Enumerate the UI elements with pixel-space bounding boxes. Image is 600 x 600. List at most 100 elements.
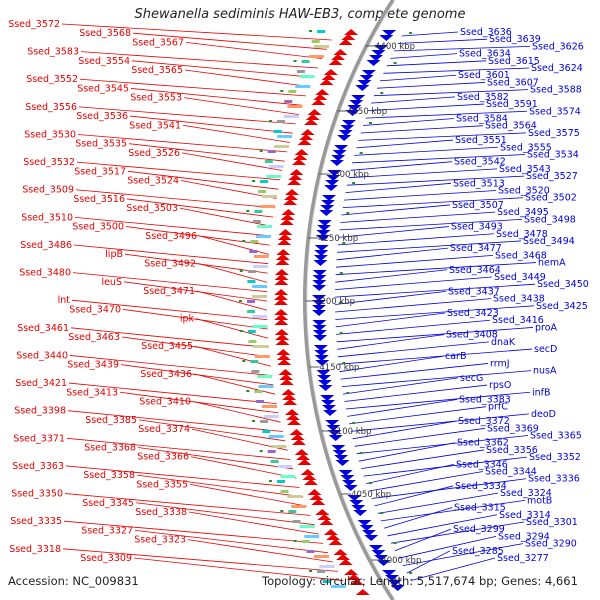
feature-block: [250, 240, 259, 243]
tick-mark: [293, 540, 297, 542]
left-gene-label: Ssed_3567: [132, 37, 184, 48]
left-gene-label: Ssed_3323: [134, 535, 186, 546]
right-connector: [374, 485, 454, 507]
forward-gene-mark: [379, 35, 394, 41]
right-connector: [341, 204, 451, 216]
left-gene-label: Ssed_3565: [131, 65, 183, 76]
reverse-gene-mark: [274, 319, 289, 325]
right-gene-label: Ssed_3362: [457, 438, 509, 449]
right-gene-label: Ssed_3636: [460, 27, 512, 38]
feature-block: [253, 265, 269, 268]
tick-mark: [280, 510, 284, 512]
forward-gene-mark: [371, 50, 386, 56]
kbp-label: 4200 kbp: [315, 297, 355, 307]
left-connector: [183, 97, 299, 115]
forward-gene-mark: [353, 510, 368, 516]
left-connector: [70, 327, 270, 348]
right-gene-label: Ssed_3543: [499, 164, 551, 175]
reverse-gene-mark: [283, 399, 298, 405]
right-gene-label: Ssed_3425: [536, 301, 588, 312]
left-gene-label: Ssed_3503: [126, 203, 178, 214]
feature-block: [287, 105, 303, 108]
right-connector: [368, 471, 484, 492]
backbone-highlight: [306, 0, 396, 600]
right-connector: [356, 435, 529, 455]
left-gene-label: Ssed_3524: [127, 176, 179, 187]
forward-gene-mark: [320, 205, 335, 211]
reverse-gene-mark: [287, 419, 302, 425]
reverse-gene-mark: [291, 439, 306, 445]
right-gene-label: Ssed_3601: [458, 70, 510, 81]
reverse-gene-mark: [285, 409, 300, 415]
forward-gene-mark: [329, 160, 344, 166]
right-gene-label: Ssed_3574: [529, 106, 581, 117]
left-connector: [64, 493, 311, 516]
left-connector: [62, 548, 338, 572]
left-gene-label: Ssed_3440: [16, 350, 68, 361]
right-gene-label: Ssed_3365: [530, 431, 582, 442]
kbp-label: 4150 kbp: [319, 363, 359, 373]
forward-gene-mark: [374, 555, 389, 561]
right-gene-label: Ssed_3626: [532, 41, 584, 52]
left-gene-label: Ssed_3463: [68, 332, 120, 343]
forward-gene-mark: [371, 550, 386, 556]
forward-gene-mark: [331, 445, 346, 451]
left-connector: [131, 60, 314, 78]
left-gene-label: Ssed_3492: [144, 258, 196, 269]
forward-gene-mark: [314, 250, 329, 256]
right-gene-label: Ssed_3498: [524, 214, 576, 225]
feature-block: [291, 505, 307, 508]
right-gene-label: Ssed_3450: [537, 279, 589, 290]
forward-gene-mark: [312, 305, 327, 311]
left-connector: [180, 180, 277, 199]
feature-block: [253, 345, 269, 348]
forward-gene-mark: [390, 585, 405, 591]
left-connector: [61, 23, 332, 41]
reverse-gene-mark: [274, 294, 289, 300]
right-gene-label: Ssed_3277: [497, 553, 549, 564]
left-connector: [71, 299, 268, 321]
forward-gene-mark: [322, 405, 337, 411]
right-gene-label: Ssed_3383: [459, 394, 511, 405]
right-gene-label: secD: [534, 344, 557, 355]
right-connector: [380, 499, 526, 522]
feature-block: [311, 40, 320, 43]
right-gene-label: motB: [527, 495, 552, 506]
forward-gene-mark: [351, 505, 366, 511]
right-connector: [348, 168, 498, 179]
reverse-gene-mark: [290, 434, 305, 440]
reverse-gene-mark: [274, 299, 288, 305]
right-connector: [361, 449, 485, 469]
forward-gene-mark: [326, 175, 341, 181]
kbp-label: 4350 kbp: [347, 107, 387, 117]
left-gene-label: Ssed_3368: [84, 443, 136, 454]
feature-block: [264, 160, 273, 163]
forward-gene-mark: [335, 460, 350, 466]
reverse-gene-mark: [278, 369, 293, 375]
right-connector: [348, 406, 487, 425]
right-connector: [365, 110, 528, 119]
reverse-gene-mark: [275, 254, 290, 260]
reverse-gene-mark: [341, 34, 356, 40]
reverse-gene-mark: [284, 194, 299, 200]
forward-gene-mark: [324, 185, 339, 191]
right-connector: [335, 298, 492, 313]
tick-mark: [409, 572, 413, 574]
tick-mark: [242, 240, 246, 242]
reverse-gene-mark: [278, 229, 293, 235]
reverse-gene-mark: [307, 489, 322, 495]
right-connector: [337, 233, 495, 246]
forward-gene-mark: [369, 545, 384, 551]
feature-block: [306, 550, 315, 553]
left-connector: [134, 529, 328, 554]
right-gene-label: Ssed_3315: [454, 503, 506, 514]
forward-gene-mark: [374, 45, 389, 51]
left-gene-label: Ssed_3553: [130, 93, 182, 104]
tick-mark: [309, 570, 313, 572]
forward-gene-mark: [312, 275, 327, 281]
tick-mark: [259, 150, 263, 152]
right-gene-label: Ssed_3438: [493, 294, 545, 305]
feature-track: [239, 29, 413, 595]
forward-gene-mark: [342, 120, 356, 126]
reverse-gene-mark: [317, 514, 332, 520]
